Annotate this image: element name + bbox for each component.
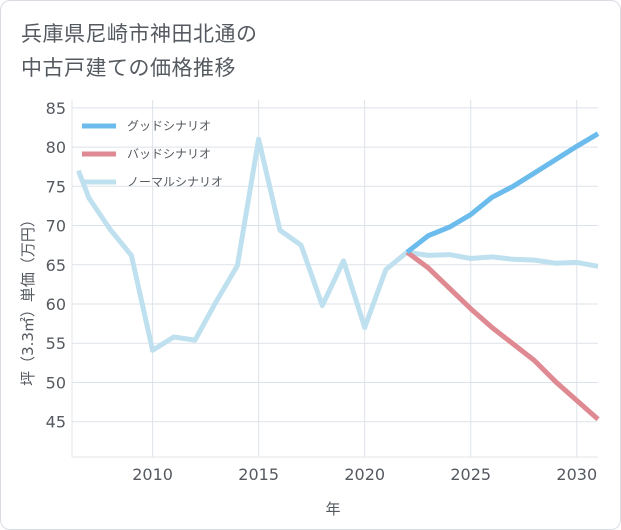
legend-label-0: グッドシナリオ [127, 119, 211, 133]
y-tick-75: 75 [46, 177, 66, 196]
x-tick-2010: 2010 [132, 465, 173, 484]
grid [72, 100, 598, 457]
series-lines [76, 131, 600, 422]
x-tick-2030: 2030 [556, 465, 597, 484]
y-tick-labels: 45 50 55 60 65 70 75 80 85 [46, 99, 66, 432]
y-axis-label: 坪（3.3㎡）単価（万円） [19, 212, 37, 386]
series-line-1 [405, 250, 600, 422]
legend-label-1: バッドシナリオ [127, 147, 211, 161]
legend-label-2: ノーマルシナリオ [127, 175, 223, 189]
y-tick-45: 45 [46, 413, 66, 432]
y-tick-60: 60 [46, 295, 66, 314]
x-tick-2020: 2020 [344, 465, 385, 484]
series-line-0 [405, 131, 600, 255]
y-tick-85: 85 [46, 99, 66, 118]
series-line-2 [76, 136, 599, 353]
y-tick-55: 55 [46, 334, 66, 353]
y-tick-80: 80 [46, 138, 66, 157]
y-tick-50: 50 [46, 373, 66, 392]
x-tick-2025: 2025 [450, 465, 491, 484]
x-axis-label: 年 [325, 500, 340, 518]
chart-title: 兵庫県尼崎市神田北通の 中古戸建ての価格推移 [21, 22, 258, 80]
y-tick-70: 70 [46, 217, 66, 236]
y-tick-65: 65 [46, 256, 66, 275]
x-tick-labels: 2010 2015 2020 2025 2030 [132, 465, 597, 484]
plot-border [71, 100, 598, 458]
x-tick-2015: 2015 [238, 465, 279, 484]
